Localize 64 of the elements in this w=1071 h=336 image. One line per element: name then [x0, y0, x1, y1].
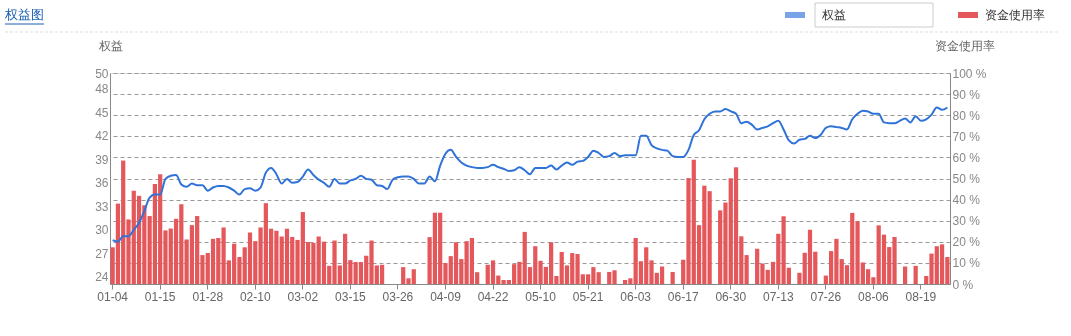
x-tick-label: 06-03 — [620, 289, 652, 304]
bar — [733, 167, 739, 284]
legend-label: 权益 — [821, 8, 846, 22]
y-tick-label: 27 — [95, 246, 109, 261]
y-tick-label: 36 — [95, 176, 109, 191]
y2-tick-label: 40 % — [952, 193, 981, 208]
y-tick-label: 39 — [95, 152, 109, 167]
x-tick-label: 01-04 — [97, 289, 129, 304]
bar — [622, 279, 628, 284]
bar — [321, 241, 327, 284]
y-tick-label: 24 — [95, 270, 109, 285]
y2-axis-title: 资金使用率 — [934, 38, 995, 53]
y-tick-label: 45 — [95, 105, 109, 120]
y2-tick-label: 30 % — [952, 214, 981, 229]
x-tick-label: 08-19 — [905, 289, 937, 304]
x-tick-label: 06-17 — [667, 289, 699, 304]
y2-tick-label: 80 % — [952, 108, 981, 123]
bar — [659, 266, 665, 284]
bar — [939, 244, 945, 284]
x-tick-label: 03-02 — [287, 289, 319, 304]
bar — [342, 233, 348, 284]
y-tick-label: 48 — [95, 82, 109, 97]
x-tick-label: 02-10 — [239, 289, 271, 304]
x-tick-label: 05-21 — [572, 289, 604, 304]
y2-tick-label: 50 % — [952, 172, 981, 186]
x-tick-label: 04-09 — [430, 289, 462, 304]
x-tick-label: 03-15 — [335, 289, 367, 304]
x-tick-label: 01-28 — [192, 289, 224, 304]
chart-title: 权益图 — [4, 7, 44, 22]
bar — [913, 265, 918, 284]
bar — [807, 229, 813, 284]
y2-tick-label: 100 % — [952, 66, 987, 81]
bar — [284, 228, 290, 284]
y2-tick-label: 0 % — [952, 277, 974, 292]
y-tick-label: 42 — [95, 129, 109, 144]
line-series — [111, 106, 949, 243]
y2-tick-label: 20 % — [952, 235, 981, 250]
x-tick-label: 01-15 — [144, 289, 176, 304]
y-tick-label: 50 — [95, 66, 109, 81]
x-tick-label: 04-22 — [477, 289, 509, 304]
x-tick-label: 07-13 — [762, 289, 794, 304]
y2-tick-label: 90 % — [952, 87, 981, 102]
y-axis-title: 权益 — [97, 38, 123, 53]
x-tick-label: 08-06 — [858, 289, 890, 304]
bar — [902, 266, 908, 284]
legend-label: 资金使用率 — [985, 8, 1045, 22]
bar — [432, 212, 438, 284]
x-tick-label: 06-30 — [715, 289, 747, 304]
bar — [379, 264, 385, 284]
bar — [247, 232, 253, 284]
x-tick-label: 03-26 — [382, 289, 414, 304]
bar — [210, 238, 216, 284]
y2-tick-label: 10 % — [952, 256, 981, 271]
bar — [707, 191, 712, 284]
y-tick-label: 30 — [95, 223, 109, 238]
y-tick-label: 33 — [95, 199, 109, 214]
x-tick-label: 05-10 — [525, 289, 557, 304]
bar — [136, 195, 142, 284]
x-tick-label: 07-26 — [810, 289, 842, 304]
bar — [490, 260, 496, 284]
y2-tick-label: 70 % — [952, 129, 981, 144]
y2-tick-label: 60 % — [952, 150, 981, 165]
bar — [670, 271, 675, 284]
bar — [453, 242, 459, 284]
